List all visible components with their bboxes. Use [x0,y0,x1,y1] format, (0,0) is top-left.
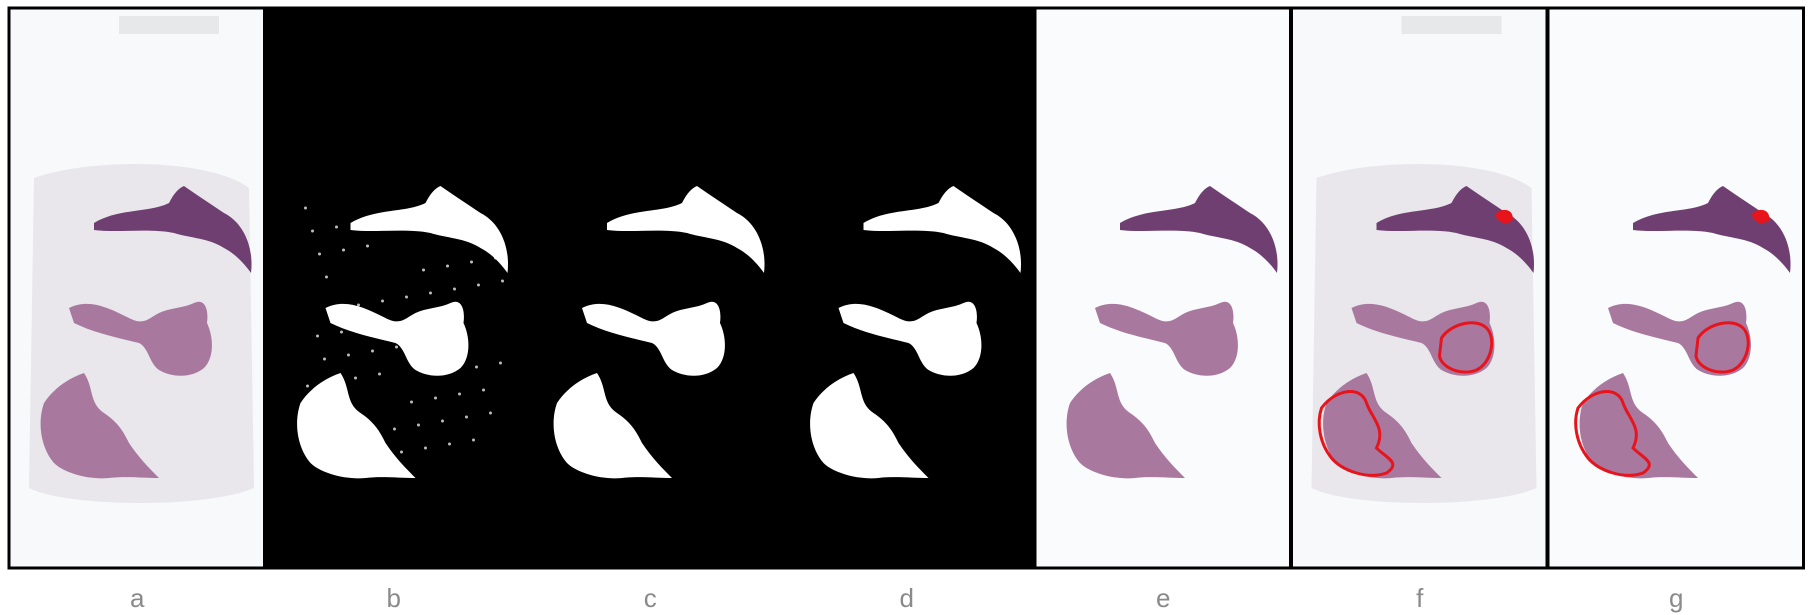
panel-background [1548,8,1804,568]
panel [779,8,1035,568]
noise-dot [366,245,369,248]
noise-dot [453,288,456,291]
noise-dot [410,401,413,404]
noise-dot [441,420,444,423]
panel-background [522,8,778,568]
figure: a b c d e f g [0,0,1808,615]
noise-dot [340,331,343,334]
noise-dot [311,230,314,233]
panel [522,8,778,568]
noise-dot [501,280,504,283]
noise-dot [323,358,326,361]
noise-dot [393,428,396,431]
tumor-outline [1753,211,1768,222]
noise-dot [434,397,437,400]
noise-dot [347,354,350,357]
noise-dot [371,350,374,353]
panel [1035,8,1291,568]
noise-dot [304,207,307,210]
slide-label-strip [1402,16,1502,34]
noise-dot [316,335,319,338]
noise-dot [446,265,449,268]
panel [9,8,265,568]
noise-dot [378,373,381,376]
noise-dot [400,451,403,454]
noise-dot [470,261,473,264]
panel-label: g [1669,583,1683,613]
noise-dot [417,424,420,427]
slide-label-strip [119,16,219,34]
noise-dot [335,226,338,229]
noise-dot [499,362,502,365]
noise-dot [306,385,309,388]
panel [1292,8,1548,568]
panel [1548,8,1804,568]
panel-background [266,8,522,568]
noise-dot [325,276,328,279]
noise-dot [472,439,475,442]
noise-dot [318,253,321,256]
noise-dot [458,393,461,396]
noise-dot [489,412,492,415]
noise-dot [429,292,432,295]
noise-dot [342,249,345,252]
noise-dot [395,346,398,349]
noise-dot [424,447,427,450]
tumor-outline [1497,211,1512,222]
panel-label: b [387,583,401,613]
noise-dot [475,366,478,369]
panel-label: e [1156,583,1170,613]
panel-background [1035,8,1291,568]
noise-dot [405,296,408,299]
panel-label: d [900,583,914,613]
noise-dot [482,389,485,392]
panel [266,8,522,568]
noise-dot [477,284,480,287]
noise-dot [448,443,451,446]
panel-background [779,8,1035,568]
panel-label: a [130,583,145,613]
noise-dot [465,416,468,419]
noise-dot [381,300,384,303]
noise-dot [354,377,357,380]
panel-label: f [1416,583,1424,613]
noise-dot [422,269,425,272]
panel-label: c [644,583,657,613]
